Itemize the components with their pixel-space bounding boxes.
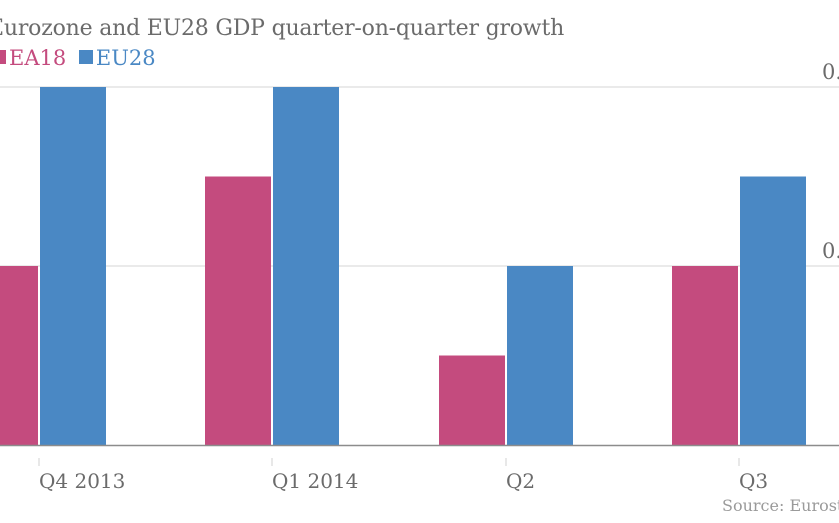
legend-item-eu28: EU28 [73, 46, 156, 70]
legend-label-ea18: EA18 [9, 46, 67, 70]
legend-swatch-ea18 [0, 50, 6, 64]
y-tick-label: 0.2 [822, 239, 839, 263]
legend-label-eu28: EU28 [95, 46, 156, 70]
bar-ea18 [205, 176, 271, 445]
chart-title: Eurozone and EU28 GDP quarter-on-quarter… [0, 16, 565, 41]
y-tick-label: 0.40 [822, 60, 839, 84]
legend-item-ea18: EA18 [0, 46, 73, 70]
legend-swatch-eu28 [78, 50, 93, 64]
legend: EA18 EU28 [0, 46, 156, 70]
bar-ea18 [0, 266, 38, 445]
bar-eu28 [40, 87, 106, 445]
bar-eu28 [740, 176, 806, 445]
bar-ea18 [439, 355, 505, 445]
x-tick-label: Q1 2014 [272, 469, 358, 493]
bar-eu28 [273, 87, 339, 445]
x-tick-label: Q2 [506, 469, 535, 493]
bar-ea18 [672, 266, 738, 445]
x-tick-label: Q4 2013 [39, 469, 125, 493]
source-note: Source: Eurostat [722, 496, 839, 515]
bar-eu28 [507, 266, 573, 445]
x-tick-label: Q3 [739, 469, 768, 493]
